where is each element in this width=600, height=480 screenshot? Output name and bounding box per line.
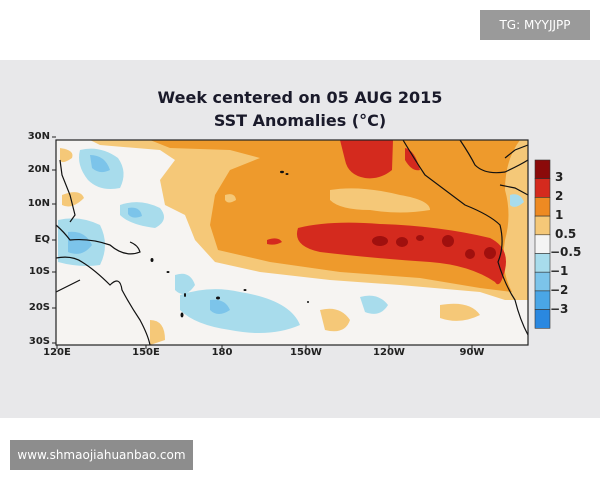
cool-anomaly-moderate xyxy=(68,155,230,314)
colorbar-label: −3 xyxy=(550,302,569,316)
lon-label: 120E xyxy=(43,347,71,358)
colorbar-label: −1 xyxy=(550,264,569,278)
colorbar-label: −2 xyxy=(550,283,569,297)
colorbar-label: 3 xyxy=(555,170,564,184)
map-title: Week centered on 05 AUG 2015 xyxy=(157,88,443,107)
lon-label: 150E xyxy=(132,347,160,358)
lon-label: 180 xyxy=(211,347,233,358)
colorbar-swatch xyxy=(534,234,551,254)
lon-label: 90W xyxy=(459,347,485,358)
colorbar-swatch xyxy=(534,159,551,180)
colorbar-label: 1 xyxy=(555,208,564,222)
lat-label: 30S xyxy=(28,336,50,347)
colorbar-swatch xyxy=(534,290,551,310)
colorbar-swatch xyxy=(534,178,551,198)
map-subtitle: SST Anomalies (°C) xyxy=(213,111,387,130)
colorbar-label: 0.5 xyxy=(555,227,577,241)
colorbar-swatch xyxy=(534,309,551,329)
warm-anomaly-extreme xyxy=(372,235,496,259)
colorbar-label: −0.5 xyxy=(550,245,582,259)
warm-anomaly-strong xyxy=(267,140,506,285)
coastlines xyxy=(55,139,529,346)
watermark-bottom: www.shmaojiahuanbao.com xyxy=(10,440,193,470)
colorbar-swatch xyxy=(534,215,551,236)
colorbar-swatch xyxy=(534,271,551,292)
neutral-patches xyxy=(225,188,430,213)
lat-label: 30N xyxy=(27,131,50,142)
map-frame xyxy=(55,139,529,346)
lat-label: 10N xyxy=(27,198,50,209)
lon-label: 120W xyxy=(373,347,405,358)
lat-label: 10S xyxy=(28,266,50,277)
watermark-top: TG: MYYJJPP xyxy=(480,10,590,40)
colorbar-swatch xyxy=(534,197,551,217)
colorbar-label: 2 xyxy=(555,189,564,203)
lon-label: 150W xyxy=(290,347,322,358)
colorbar-swatch xyxy=(534,253,551,273)
colorbar xyxy=(534,159,551,329)
pacific-islands xyxy=(150,170,309,318)
axis-ticks xyxy=(52,136,473,349)
lat-label: 20S xyxy=(28,302,50,313)
lat-label: 20N xyxy=(27,164,50,175)
lat-label: EQ xyxy=(34,234,50,245)
